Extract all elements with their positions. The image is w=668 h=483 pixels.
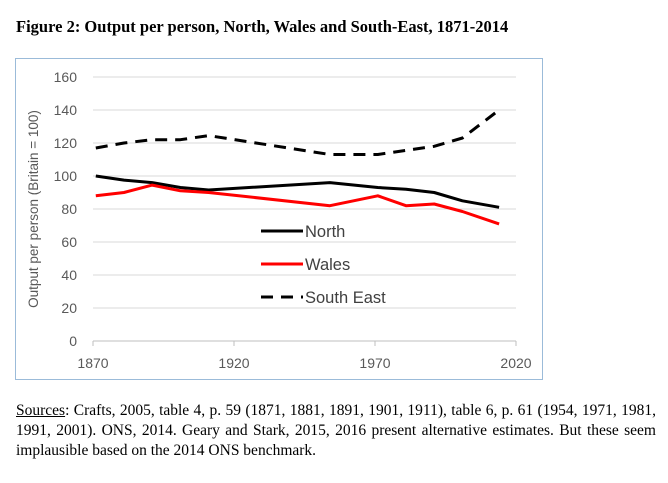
y-tick-label: 20 — [61, 300, 77, 316]
y-tick-label: 80 — [61, 201, 77, 217]
line-chart: 0 20 40 60 80 100 120 140 160 1870 1920 1970 2020 No… — [26, 69, 532, 371]
legend-label: North — [305, 223, 345, 241]
y-tick-label: 120 — [54, 135, 78, 151]
sources-text: : Crafts, 2005, table 4, p. 59 (1871, 18… — [16, 402, 656, 459]
y-tick-label: 160 — [54, 69, 78, 85]
y-tick-label: 140 — [54, 102, 78, 118]
y-tick-label: 0 — [69, 333, 77, 349]
x-tick-label: 1870 — [77, 355, 108, 371]
x-tick-label: 2020 — [500, 355, 531, 371]
legend-label: South East — [305, 289, 386, 307]
y-tick-label: 60 — [61, 234, 77, 250]
x-tick-label: 1970 — [359, 355, 390, 371]
sources-note: Sources: Crafts, 2005, table 4, p. 59 (1… — [16, 401, 656, 461]
y-tick-label: 40 — [61, 267, 77, 283]
series-line-wales — [95, 183, 500, 226]
series-lines — [95, 108, 501, 226]
chart-frame: 0 20 40 60 80 100 120 140 160 1870 1920 1970 2020 No… — [15, 58, 543, 380]
y-tick-label: 100 — [54, 168, 78, 184]
legend-label: Wales — [305, 256, 350, 274]
gridlines — [93, 76, 516, 309]
x-tick-label: 1920 — [218, 355, 249, 371]
sources-label: Sources — [16, 402, 66, 419]
y-axis-label: Output per person (Britain = 100) — [26, 110, 41, 308]
series-line-south-east — [95, 108, 501, 156]
figure-title: Figure 2: Output per person, North, Wale… — [16, 17, 509, 36]
axes: 0 20 40 60 80 100 120 140 160 1870 1920 1970 2020 — [54, 69, 532, 371]
legend: North Wales South East — [261, 223, 386, 307]
series-line-north — [95, 174, 500, 209]
